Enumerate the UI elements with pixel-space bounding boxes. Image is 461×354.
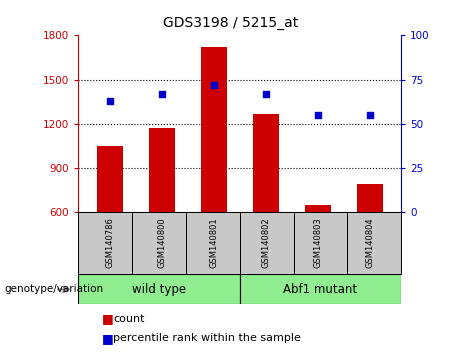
Bar — [253, 114, 279, 212]
Text: wild type: wild type — [132, 283, 186, 296]
Text: ■: ■ — [101, 332, 113, 344]
Bar — [78, 274, 240, 304]
Bar — [97, 146, 123, 212]
Text: GSM140804: GSM140804 — [365, 217, 374, 268]
Text: GSM140802: GSM140802 — [261, 217, 270, 268]
Bar — [294, 212, 347, 274]
Text: GSM140803: GSM140803 — [313, 217, 322, 268]
Text: count: count — [113, 314, 144, 324]
Point — [210, 82, 218, 88]
Bar — [347, 212, 401, 274]
Text: GSM140800: GSM140800 — [157, 217, 166, 268]
Bar — [240, 274, 401, 304]
Bar — [357, 184, 383, 212]
Point — [366, 112, 373, 118]
Text: percentile rank within the sample: percentile rank within the sample — [113, 333, 301, 343]
Point — [314, 112, 321, 118]
Bar — [78, 212, 132, 274]
Point — [106, 98, 113, 104]
Bar — [201, 47, 227, 212]
Text: Abf1 mutant: Abf1 mutant — [284, 283, 357, 296]
Text: genotype/variation: genotype/variation — [5, 284, 104, 295]
Point — [158, 91, 165, 97]
Bar — [132, 212, 186, 274]
Bar — [148, 128, 175, 212]
Bar — [240, 212, 294, 274]
Text: GSM140801: GSM140801 — [209, 217, 218, 268]
Bar — [186, 212, 240, 274]
Bar — [305, 205, 331, 212]
Text: GSM140786: GSM140786 — [105, 217, 114, 268]
Point — [262, 91, 269, 97]
Text: ■: ■ — [101, 312, 113, 325]
Text: GDS3198 / 5215_at: GDS3198 / 5215_at — [163, 16, 298, 30]
